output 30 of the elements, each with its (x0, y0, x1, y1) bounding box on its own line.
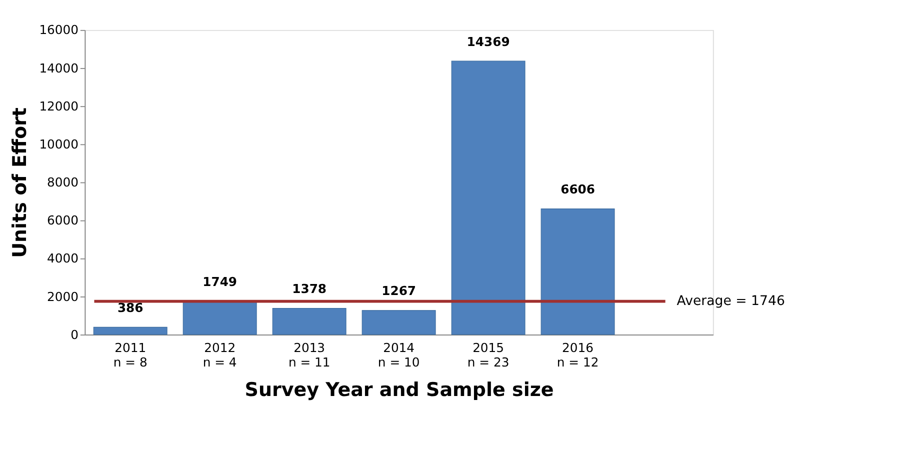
bar (182, 300, 257, 335)
bar (272, 308, 346, 335)
y-tick-label: 10000 (39, 137, 79, 152)
y-tick-label: 4000 (47, 252, 79, 266)
data-label: 1749 (202, 275, 238, 290)
x-tick-label: 2014 n = 10 (378, 341, 420, 370)
y-tick-label: 14000 (39, 61, 79, 76)
bar (540, 208, 615, 335)
y-tick-label: 8000 (47, 176, 79, 190)
bar (362, 310, 436, 335)
y-tick-label: 16000 (39, 23, 79, 38)
y-tick-label: 0 (70, 328, 79, 342)
x-tick-label: 2013 n = 11 (288, 341, 330, 370)
x-tick-label: 2016 n = 12 (556, 341, 599, 370)
data-label: 14369 (466, 34, 510, 49)
data-label: 386 (117, 300, 144, 315)
x-axis-title: Survey Year and Sample size (244, 378, 554, 401)
y-tick-label: 2000 (47, 290, 79, 304)
data-label: 1378 (292, 282, 327, 296)
y-tick-label: 12000 (39, 99, 79, 114)
bar (451, 60, 526, 335)
x-tick-label: 2015 n = 23 (467, 341, 510, 370)
data-label: 6606 (560, 182, 595, 197)
y-axis-title: Units of Effort (8, 108, 31, 258)
y-tick-label: 6000 (47, 214, 79, 228)
bar (93, 326, 168, 335)
x-tick-label: 2011 n = 8 (113, 341, 148, 370)
ref-line-label: Average = 1746 (676, 294, 785, 310)
x-tick-label: 2012 n = 4 (202, 341, 237, 370)
data-label: 1267 (382, 284, 416, 298)
